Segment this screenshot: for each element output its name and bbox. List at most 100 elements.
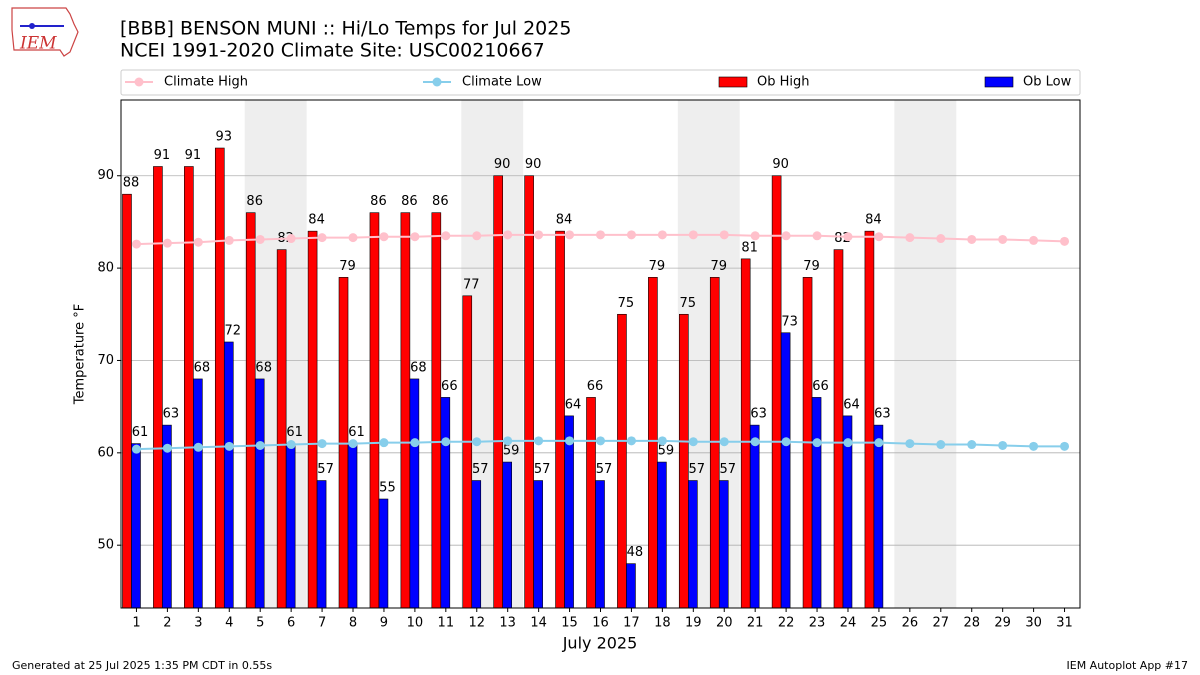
point [812, 438, 822, 448]
point [626, 436, 636, 446]
x-tick-label: 3 [194, 616, 202, 631]
plot-frame [120, 99, 1081, 609]
logo-outline [11, 7, 79, 57]
bar [307, 230, 318, 609]
logo-text: IEM [19, 34, 57, 54]
bar [409, 378, 420, 609]
bar [502, 461, 512, 609]
point [348, 233, 358, 243]
data-label: 79 [649, 259, 666, 274]
data-label: 86 [246, 194, 263, 209]
x-tick-label: 24 [840, 616, 857, 631]
x-tick-label: 21 [747, 616, 764, 631]
bar [184, 166, 194, 609]
x-tick-label: 23 [809, 616, 826, 631]
data-label: 59 [658, 444, 675, 459]
point [472, 231, 482, 241]
point [503, 436, 513, 446]
bar [873, 424, 884, 609]
bar [254, 378, 265, 609]
bar [131, 443, 141, 609]
bar [400, 212, 411, 609]
data-label: 68 [194, 360, 211, 375]
data-label: 61 [286, 425, 303, 440]
point [905, 439, 915, 449]
point [998, 440, 1008, 450]
point [224, 441, 234, 451]
data-label: 66 [441, 379, 458, 394]
point [255, 234, 265, 244]
bar [347, 443, 358, 609]
y-tick-label: 70 [97, 353, 114, 368]
point [503, 230, 513, 240]
data-label: 57 [689, 462, 706, 477]
data-label: 91 [185, 148, 202, 163]
data-label: 88 [123, 176, 140, 191]
x-tick-label: 31 [1056, 616, 1073, 631]
bar [749, 424, 760, 609]
data-label: 75 [618, 296, 635, 311]
x-tick-label: 25 [871, 616, 888, 631]
y-tick-label: 80 [97, 261, 114, 276]
point [255, 440, 265, 450]
bar [718, 480, 729, 609]
bar [245, 212, 256, 609]
legend-label: Ob Low [1023, 75, 1072, 90]
data-label: 55 [379, 481, 396, 496]
x-tick-label: 8 [349, 616, 357, 631]
data-label: 64 [843, 397, 860, 412]
point [998, 234, 1008, 244]
point [410, 232, 420, 242]
data-label: 86 [401, 194, 418, 209]
legend-label: Climate Low [462, 75, 542, 90]
x-tick-label: 29 [994, 616, 1011, 631]
point [410, 438, 420, 448]
data-label: 72 [225, 323, 242, 338]
data-label: 61 [348, 425, 365, 440]
y-axis-label: Temperature °F [73, 304, 88, 405]
point [286, 234, 296, 244]
point [162, 238, 172, 248]
bar [688, 480, 698, 609]
point [441, 437, 451, 447]
point [317, 233, 327, 243]
point [193, 442, 203, 452]
x-tick-label: 7 [318, 616, 326, 631]
x-tick-label: 10 [407, 616, 424, 631]
x-tick-label: 5 [256, 616, 264, 631]
x-tick-label: 30 [1025, 616, 1042, 631]
weekend-band [894, 100, 957, 608]
chart-title: [BBB] BENSON MUNI :: Hi/Lo Temps for Jul… [120, 18, 571, 40]
legend-marker [432, 77, 442, 87]
data-label: 68 [255, 360, 272, 375]
legend-swatch [718, 76, 748, 88]
point [719, 437, 729, 447]
bar [811, 397, 822, 609]
data-label: 79 [803, 259, 820, 274]
x-tick-label: 4 [225, 616, 233, 631]
bar [431, 212, 442, 609]
x-tick-label: 14 [530, 616, 547, 631]
point [1029, 441, 1039, 451]
legend-label: Ob High [757, 75, 810, 90]
x-tick-label: 11 [438, 616, 455, 631]
logo-dot [29, 23, 35, 29]
point [874, 438, 884, 448]
bar [833, 249, 844, 609]
data-label: 64 [565, 397, 582, 412]
x-tick-label: 22 [778, 616, 795, 631]
point [1060, 441, 1070, 451]
data-label: 73 [781, 314, 798, 329]
legend-label: Climate High [164, 75, 248, 90]
data-label: 68 [410, 360, 427, 375]
data-label: 84 [865, 213, 882, 228]
point [286, 440, 296, 450]
data-label: 91 [154, 148, 171, 163]
data-label: 57 [596, 462, 613, 477]
data-label: 57 [472, 462, 489, 477]
bar [586, 397, 596, 609]
point [905, 233, 915, 243]
data-label: 75 [680, 296, 697, 311]
point [565, 436, 575, 446]
